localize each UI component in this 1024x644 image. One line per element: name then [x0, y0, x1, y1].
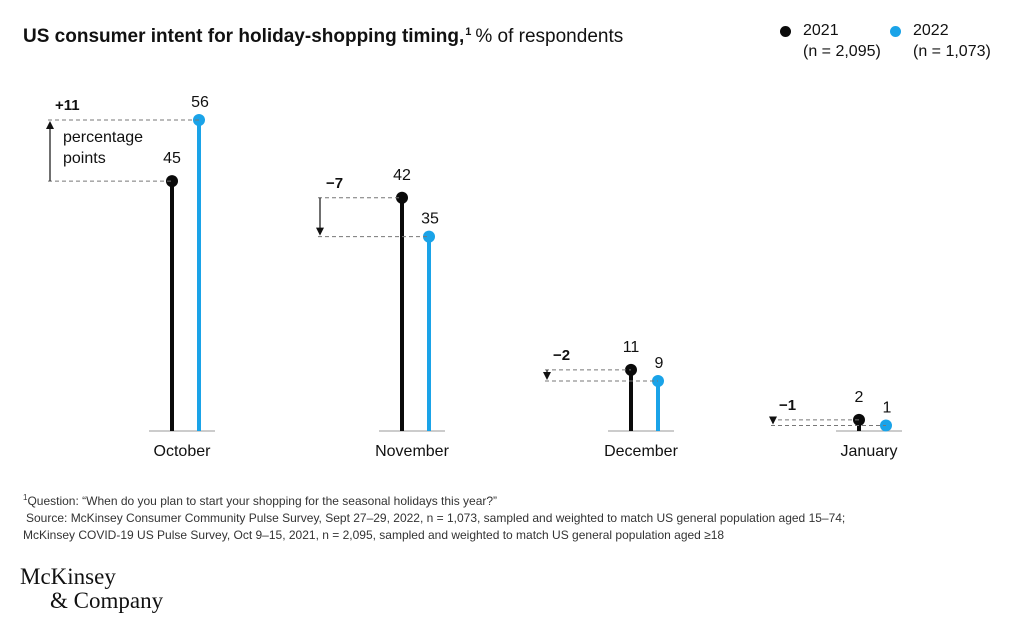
title-unit: % of respondents — [475, 26, 624, 47]
value-label-2022-december: 9 — [655, 355, 664, 372]
annotation-points: points — [63, 150, 106, 167]
value-label-2021-december: 11 — [623, 339, 640, 356]
chart-title: US consumer intent for holiday-shopping … — [23, 20, 623, 49]
legend-sample-2021: (n = 2,095) — [803, 43, 881, 60]
value-label-2021-november: 42 — [393, 167, 411, 184]
lollipop-chart: 45 56 October +11 42 35 November −7 11 9 December −… — [46, 94, 902, 460]
title-main: US consumer intent for holiday-shopping … — [23, 26, 465, 47]
footnote-source-2: McKinsey COVID-19 US Pulse Survey, Oct 9… — [23, 528, 725, 542]
diff-arrow-head-january — [769, 416, 777, 425]
dot-2021-october — [166, 175, 178, 188]
dot-2022-november — [423, 230, 435, 243]
mckinsey-logo: McKinsey & Company — [20, 565, 163, 613]
footnotes: 1Question: “When do you plan to start yo… — [23, 489, 845, 544]
legend-marker-2021 — [780, 26, 791, 37]
diff-arrow-head-november — [316, 227, 324, 236]
diff-arrow-head-october — [46, 121, 54, 129]
diff-arrow-head-december — [543, 372, 551, 381]
difference-label-october: +11 — [55, 97, 80, 114]
value-label-2022-october: 56 — [191, 94, 209, 111]
category-label-december: December — [604, 443, 678, 460]
annotation-percentage: percentage — [63, 129, 143, 146]
legend-label-2021: 2021 — [803, 22, 839, 39]
dot-2021-november — [396, 191, 408, 204]
logo-line-2: & Company — [50, 588, 164, 613]
footnote-source-1: Source: McKinsey Consumer Community Puls… — [26, 511, 846, 525]
category-label-october: October — [154, 443, 212, 460]
category-label-november: November — [375, 443, 449, 460]
value-label-2021-october: 45 — [163, 150, 181, 167]
difference-label-january: −1 — [779, 397, 796, 414]
footnote-mark: 1 — [23, 493, 28, 502]
legend-sample-2022: (n = 1,073) — [913, 43, 991, 60]
value-label-2021-january: 2 — [855, 389, 864, 406]
difference-label-december: −2 — [553, 347, 570, 364]
legend-label-2022: 2022 — [913, 22, 949, 39]
category-label-january: January — [841, 443, 898, 460]
footnote-question: 1Question: “When do you plan to start yo… — [23, 493, 498, 508]
difference-label-november: −7 — [326, 175, 343, 192]
title-footnote-mark: 1 — [465, 26, 472, 38]
logo-line-1: McKinsey — [20, 564, 116, 589]
legend-marker-2022 — [890, 26, 901, 37]
value-label-2022-january: 1 — [883, 399, 892, 416]
value-label-2022-november: 35 — [421, 211, 439, 228]
